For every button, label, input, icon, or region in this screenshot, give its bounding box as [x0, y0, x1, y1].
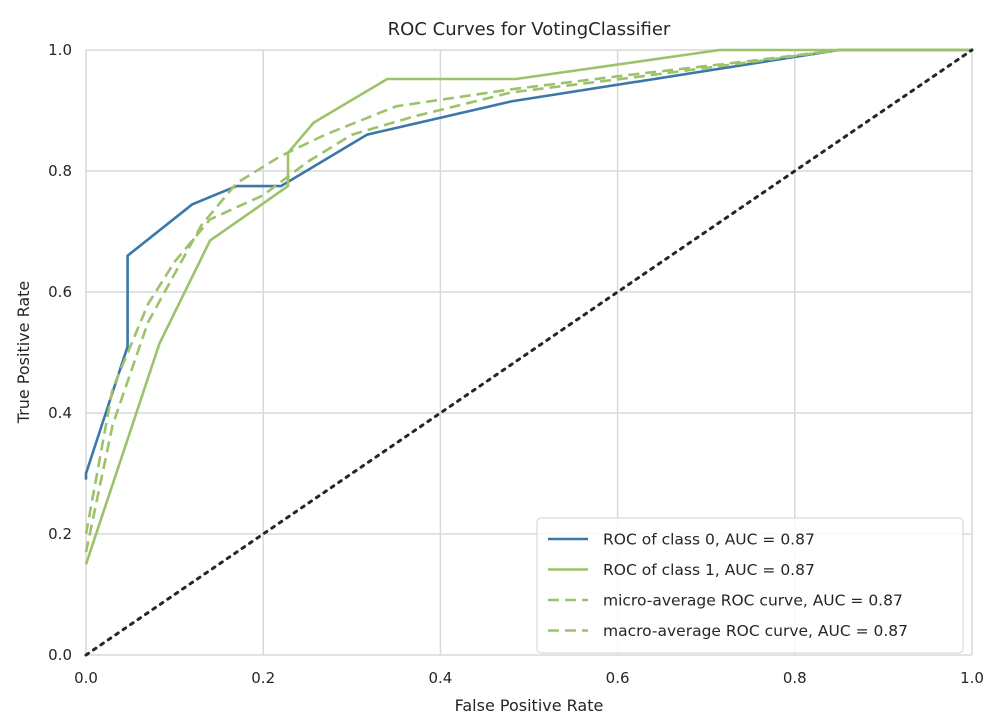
legend-label: micro-average ROC curve, AUC = 0.87 [603, 592, 903, 610]
x-tick-label: 0.2 [251, 669, 275, 687]
y-tick-label: 0.6 [48, 283, 72, 301]
y-tick-label: 1.0 [48, 41, 72, 59]
y-tick-label: 0.4 [48, 404, 72, 422]
y-tick-label: 0.8 [48, 162, 72, 180]
series-line-2 [84, 48, 972, 553]
x-tick-label: 0.4 [428, 669, 452, 687]
x-axis-label: False Positive Rate [455, 696, 604, 715]
x-tick-label: 0.0 [74, 669, 98, 687]
series-line-3 [84, 48, 972, 535]
y-axis-label: True Positive Rate [14, 281, 33, 425]
y-tick-label: 0.2 [48, 525, 72, 543]
x-tick-label: 0.8 [783, 669, 807, 687]
chart-title: ROC Curves for VotingClassifier [388, 19, 671, 40]
legend-label: ROC of class 1, AUC = 0.87 [603, 561, 815, 579]
series-line-1 [84, 48, 972, 565]
legend: ROC of class 0, AUC = 0.87 ROC of class 1… [536, 517, 964, 654]
ticks: 0.0 0.2 0.4 0.6 0.8 1.0 0.0 0.2 0.4 0.6 0.8 1.0 [48, 41, 984, 687]
series-line-4 [84, 48, 974, 657]
y-tick-label: 0.0 [48, 646, 72, 664]
x-tick-label: 1.0 [960, 669, 984, 687]
legend-label: macro-average ROC curve, AUC = 0.87 [603, 622, 908, 640]
legend-box [536, 517, 964, 654]
series-layer [84, 48, 974, 657]
grid [85, 49, 973, 656]
x-tick-label: 0.6 [606, 669, 630, 687]
series-line-0 [84, 48, 972, 480]
legend-label: ROC of class 0, AUC = 0.87 [603, 531, 815, 549]
